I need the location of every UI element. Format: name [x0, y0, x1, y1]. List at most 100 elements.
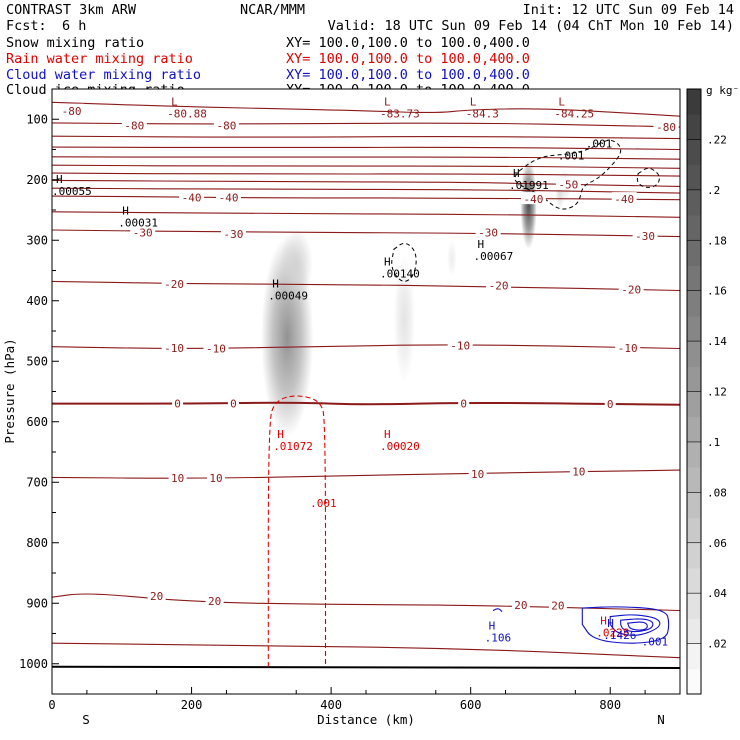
extremum-value: .00020 [380, 440, 420, 453]
colorbar-step [687, 441, 701, 468]
colorbar-tick-label: .14 [707, 335, 727, 348]
colorbar-tick-label: .04 [707, 587, 727, 600]
contour-labels: -80 -80 -80 -80 -50 -40 -40 -40 -40 -30 -30 -30 -30 -… [52, 95, 679, 648]
colorbar-tick-label: .06 [707, 537, 727, 550]
y-axis-title: Pressure (hPa) [2, 338, 17, 443]
isotherm-line [51, 187, 681, 194]
isotherm-label-bg [147, 588, 166, 601]
cloud-water-contour [609, 614, 661, 636]
isotherm-line [51, 135, 681, 140]
extremum-marker: H [600, 614, 607, 627]
colorbar-tick-label: .18 [707, 234, 727, 247]
extremum-marker: L [384, 95, 391, 108]
extremum-marker: L [470, 95, 477, 108]
extremum-value: .01072 [273, 440, 313, 453]
isotherm-label-bg [161, 276, 187, 289]
isotherm-label-bg [632, 229, 658, 242]
header-center: NCAR/MMM [240, 2, 305, 18]
isotherm-label: -80 [656, 121, 676, 134]
axes: 0 200 400 600 800100200300400500600700800900… [19, 112, 646, 712]
extremum-marker: H [489, 619, 496, 632]
colorbar-unit: g kg⁻¹ [706, 84, 740, 97]
extremum-value: .106 [485, 631, 512, 644]
isotherm-label: 10 [572, 465, 585, 478]
isotherm-label: -10 [164, 342, 184, 355]
snow-shading [261, 158, 571, 437]
isotherm-label-bg [458, 396, 470, 409]
cloud-water-contour [620, 618, 654, 633]
isotherm-label-bg [59, 103, 85, 116]
isotherm-label: 10 [171, 472, 184, 485]
field-xy-rain: XY= 100.0,100.0 to 100.0,400.0 [286, 51, 530, 67]
extremum-marker: H [272, 277, 279, 290]
isotherm-label: -30 [478, 226, 498, 239]
colorbar-step [687, 593, 701, 619]
colorbar-tick-label: .02 [707, 638, 727, 651]
header-init: Init: 12 UTC Sun 09 Feb 14 [523, 2, 734, 18]
extremum-value: -84.3 [466, 107, 499, 120]
isotherm-line [51, 179, 681, 187]
isotherm-label-bg [205, 593, 224, 606]
isotherm-label-bg [569, 464, 588, 477]
extremum-value: .00055 [52, 185, 92, 198]
isotherm-label: -80 [217, 119, 237, 132]
contour-value-label: .001 [586, 137, 613, 150]
isotherm-label-bg [555, 177, 581, 190]
isotherm-label-bg [475, 225, 501, 238]
isotherm-line [51, 101, 681, 117]
isotherm-label: -40 [524, 193, 544, 206]
y-tick-label: 500 [26, 354, 48, 368]
isotherm-label: -20 [164, 278, 184, 291]
x-tick-label: 800 [599, 698, 621, 712]
extremum-value: .1426 [603, 629, 636, 642]
extremum-marker: L [171, 95, 178, 108]
fcst-value: 6 h [62, 18, 86, 34]
extremum-marker: H [384, 428, 391, 441]
isotherm-label: -20 [621, 283, 641, 296]
isotherm-label: 0 [174, 398, 181, 411]
isotherm-label: -10 [450, 340, 470, 353]
field-name-rain: Rain water mixing ratio [6, 51, 193, 67]
y-tick-label: 800 [26, 536, 48, 550]
isotherm-label-bg [468, 466, 487, 479]
isotherm-label-bg [653, 120, 679, 133]
isotherm-label: -30 [223, 228, 243, 241]
isotherm-line [51, 344, 681, 350]
isotherm-label-bg [203, 341, 229, 354]
colorbar: g kg⁻¹ .02 .04 .06 .08 .1 .12 .14 .16 .18 .2 .22 [686, 84, 740, 695]
colorbar-tick-label: .08 [707, 486, 727, 499]
extremum-value: .00049 [268, 289, 308, 302]
colorbar-step [687, 618, 701, 645]
isotherm-line [51, 642, 681, 659]
contour-value-label: .001 [642, 635, 669, 648]
field-name-snow: Snow mixing ratio [6, 35, 144, 51]
isotherm-line [51, 122, 681, 128]
y-tick-label: 100 [26, 112, 48, 126]
isotherm-label: -30 [133, 226, 153, 239]
colorbar-step [687, 341, 701, 367]
isotherm-label: 10 [209, 472, 222, 485]
fcst-label: Fcst: [6, 18, 47, 34]
field-name-cloud-water: Cloud water mixing ratio [6, 67, 201, 83]
isotherm-line [51, 164, 681, 169]
colorbar-step [687, 164, 701, 191]
colorbar-step [687, 542, 701, 569]
isotherm-label: -10 [618, 342, 638, 355]
extremum-value: .01991 [509, 179, 549, 192]
colorbar-step [687, 315, 701, 342]
extremum-marker: H [384, 256, 391, 269]
isotherm-label-bg [206, 471, 225, 484]
isotherm-label: 0 [607, 398, 614, 411]
isotherm-label: 20 [208, 595, 221, 608]
colorbar-step [687, 240, 701, 266]
y-tick-label: 400 [26, 294, 48, 308]
isotherm-line [51, 211, 681, 218]
field-xy-snow: XY= 100.0,100.0 to 100.0,400.0 [286, 35, 530, 51]
isotherm-line [51, 146, 681, 151]
colorbar-step [687, 290, 701, 317]
isotherm-label-bg [486, 278, 512, 291]
x-tick-label: 400 [320, 698, 342, 712]
extremum-value: -80.88 [167, 107, 207, 120]
y-tick-label: 300 [26, 233, 48, 247]
colorbar-step [687, 517, 701, 544]
